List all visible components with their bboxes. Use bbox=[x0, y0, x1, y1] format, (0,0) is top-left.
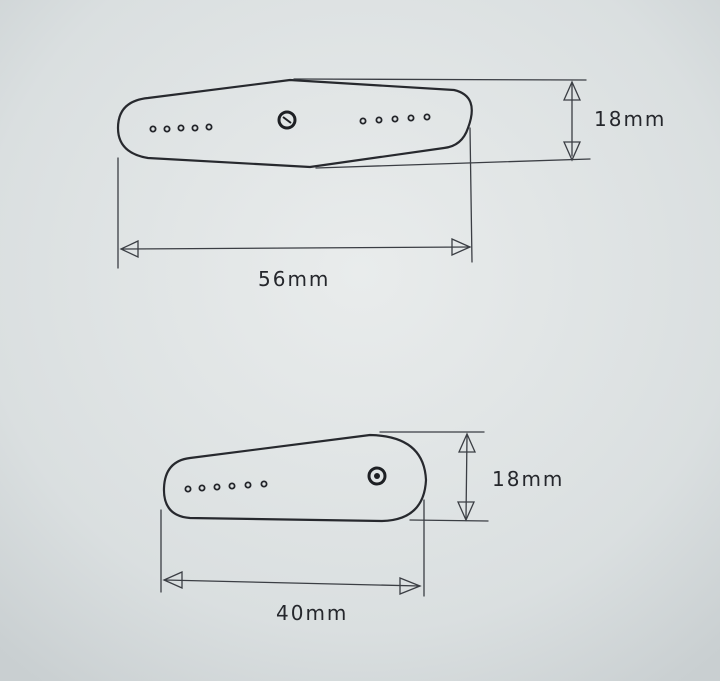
top-height-label: 18mm bbox=[594, 107, 666, 131]
bottom-horn-holes bbox=[184, 480, 268, 493]
bottom-length-dimension-line bbox=[164, 579, 421, 587]
top-horn-hole bbox=[149, 125, 157, 133]
bottom-horn-hole bbox=[260, 480, 268, 488]
top-horn-hole bbox=[423, 113, 431, 121]
bottom-servo-horn bbox=[162, 433, 428, 523]
top-servo-horn bbox=[116, 78, 473, 169]
top-length-arrow-left bbox=[119, 239, 139, 259]
top-horn-right-holes bbox=[359, 113, 431, 125]
bottom-horn-hole bbox=[228, 482, 236, 490]
bottom-height-arrow-up bbox=[457, 432, 477, 453]
top-horn-hole bbox=[177, 124, 185, 132]
top-horn-hole bbox=[407, 114, 415, 122]
bottom-height-dimension: 18mm bbox=[379, 431, 564, 522]
top-height-arrow-up bbox=[562, 80, 582, 101]
bottom-horn-hub-ring bbox=[367, 466, 387, 486]
top-horn-center-hub bbox=[277, 110, 297, 130]
top-length-dimension-line bbox=[121, 246, 471, 250]
bottom-horn-hub-screw bbox=[374, 473, 380, 479]
top-horn-hub-screw bbox=[282, 116, 292, 124]
top-length-label: 56mm bbox=[258, 267, 330, 291]
top-horn-hole bbox=[391, 115, 399, 123]
bottom-height-label: 18mm bbox=[492, 467, 564, 491]
bottom-height-arrow-down bbox=[456, 501, 476, 522]
top-horn-hole bbox=[359, 117, 367, 125]
bottom-height-dimension-line bbox=[465, 435, 468, 519]
top-height-dimension: 18mm bbox=[293, 78, 666, 169]
top-horn-hole bbox=[191, 124, 199, 132]
top-height-extension-line bbox=[315, 158, 591, 169]
bottom-horn-center-hub bbox=[367, 466, 387, 486]
top-length-dimension: 56mm bbox=[117, 127, 473, 291]
top-length-extension-line bbox=[469, 127, 473, 263]
top-horn-outline bbox=[116, 78, 473, 169]
bottom-length-arrow-right bbox=[399, 577, 422, 595]
bottom-horn-hole bbox=[184, 485, 192, 493]
top-horn-hole bbox=[205, 123, 213, 131]
bottom-horn-outline bbox=[162, 433, 428, 523]
bottom-height-extension-line bbox=[409, 519, 489, 522]
bottom-length-label: 40mm bbox=[276, 601, 348, 625]
top-height-extension-line bbox=[293, 78, 587, 81]
top-horn-hole bbox=[375, 116, 383, 124]
top-length-arrow-right bbox=[451, 237, 472, 257]
bottom-horn-hole bbox=[244, 481, 252, 489]
top-horn-hub-ring bbox=[277, 110, 297, 130]
top-horn-hole bbox=[163, 125, 171, 133]
bottom-horn-hole bbox=[213, 483, 221, 491]
bottom-length-dimension: 40mm bbox=[160, 499, 425, 625]
bottom-horn-hole bbox=[198, 484, 206, 492]
top-horn-left-holes bbox=[149, 123, 213, 133]
top-height-arrow-down bbox=[562, 141, 582, 162]
bottom-length-arrow-left bbox=[162, 570, 183, 590]
